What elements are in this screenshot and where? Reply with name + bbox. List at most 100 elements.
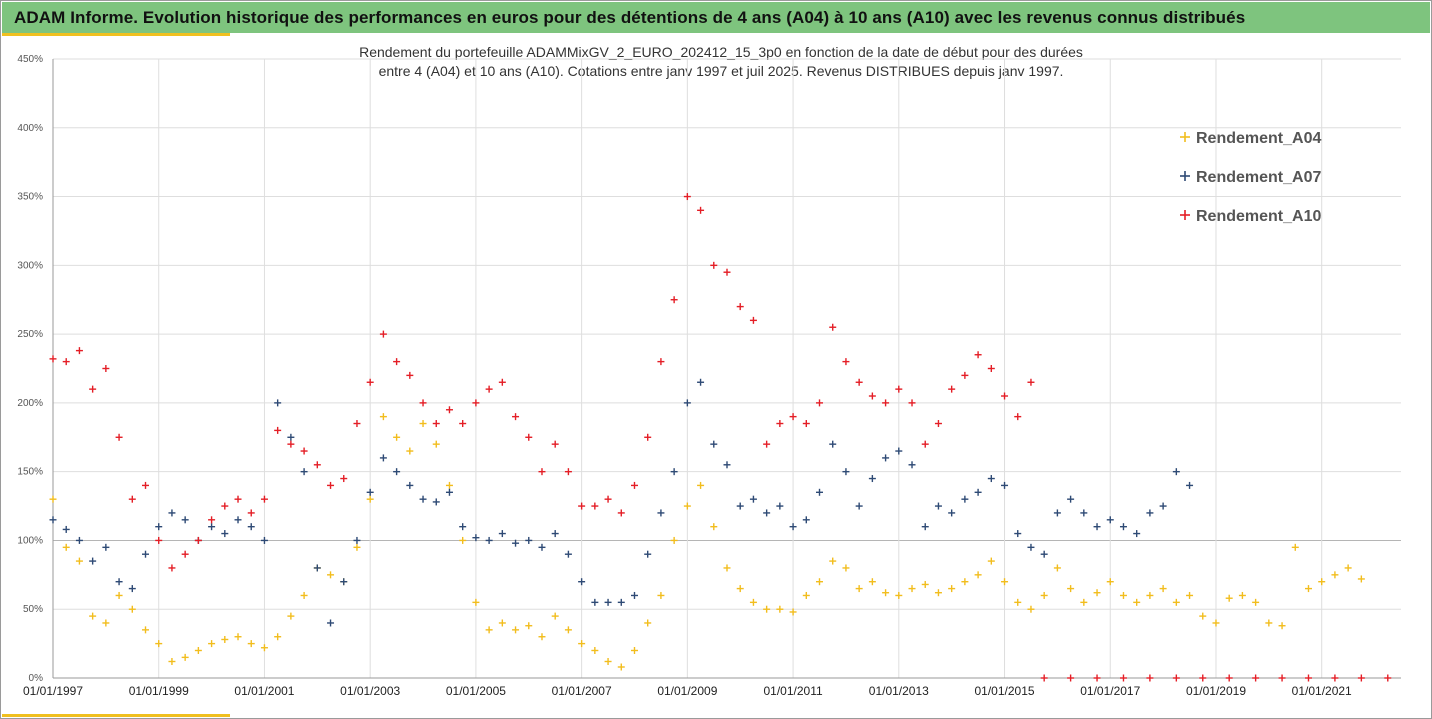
- data-point: [921, 580, 929, 588]
- data-point: [260, 495, 268, 503]
- data-point: [644, 433, 652, 441]
- x-tick-label: 01/01/2019: [1186, 684, 1246, 698]
- data-point: [142, 550, 150, 558]
- data-point: [1014, 530, 1022, 538]
- data-point: [247, 523, 255, 531]
- data-point: [842, 358, 850, 366]
- data-point: [1119, 674, 1127, 682]
- data-point: [379, 413, 387, 421]
- data-point: [353, 420, 361, 428]
- data-point: [802, 591, 810, 599]
- data-point: [842, 468, 850, 476]
- accent-bar-bottom: [2, 714, 230, 717]
- data-point: [406, 447, 414, 455]
- data-point: [287, 612, 295, 620]
- data-point: [1291, 543, 1299, 551]
- data-point: [181, 653, 189, 661]
- data-point: [498, 619, 506, 627]
- data-point: [564, 626, 572, 634]
- data-point: [882, 454, 890, 462]
- data-point: [340, 578, 348, 586]
- data-point: [736, 585, 744, 593]
- axis-layer: 0% 50% 100% 150% 200% 250% 300% 350% 400% 450% 01/…: [17, 54, 1401, 698]
- data-point: [1001, 392, 1009, 400]
- data-point: [749, 495, 757, 503]
- data-point: [723, 564, 731, 572]
- data-point: [128, 585, 136, 593]
- data-point: [908, 461, 916, 469]
- data-point: [1080, 598, 1088, 606]
- data-point: [313, 564, 321, 572]
- data-point: [128, 605, 136, 613]
- data-point: [485, 385, 493, 393]
- data-point: [1053, 564, 1061, 572]
- data-point: [512, 539, 520, 547]
- data-point: [868, 578, 876, 586]
- data-point: [1199, 612, 1207, 620]
- data-point: [776, 605, 784, 613]
- data-point: [948, 385, 956, 393]
- data-point: [564, 468, 572, 476]
- data-point: [1278, 674, 1286, 682]
- data-point: [49, 495, 57, 503]
- data-point: [697, 206, 705, 214]
- data-point: [829, 440, 837, 448]
- data-point: [697, 481, 705, 489]
- data-point: [1001, 578, 1009, 586]
- data-point: [1119, 591, 1127, 599]
- data-point: [419, 420, 427, 428]
- data-point: [948, 585, 956, 593]
- title-banner: ADAM Informe. Evolution historique des p…: [2, 2, 1430, 33]
- data-point: [300, 591, 308, 599]
- data-point: [961, 495, 969, 503]
- data-point: [1093, 674, 1101, 682]
- points-layer: [49, 193, 1392, 682]
- data-point: [1080, 509, 1088, 517]
- data-point: [300, 468, 308, 476]
- data-point: [340, 475, 348, 483]
- grid-layer: [52, 58, 1401, 679]
- data-point: [1304, 585, 1312, 593]
- data-point: [961, 578, 969, 586]
- data-point: [89, 612, 97, 620]
- data-point: [974, 488, 982, 496]
- data-point: [445, 488, 453, 496]
- data-point: [710, 261, 718, 269]
- data-point: [749, 316, 757, 324]
- data-point: [630, 646, 638, 654]
- data-point: [630, 481, 638, 489]
- y-tick-label: 450%: [17, 54, 43, 65]
- data-point: [987, 475, 995, 483]
- data-point: [855, 502, 863, 510]
- data-point: [459, 523, 467, 531]
- data-point: [432, 420, 440, 428]
- x-tick-label: 01/01/2013: [869, 684, 929, 698]
- data-point: [327, 571, 335, 579]
- data-point: [763, 509, 771, 517]
- data-point: [736, 303, 744, 311]
- x-tick-label: 01/01/2011: [763, 684, 822, 698]
- data-point: [1093, 589, 1101, 597]
- data-point: [393, 468, 401, 476]
- data-point: [1318, 578, 1326, 586]
- data-point: [181, 550, 189, 558]
- legend-item: Rendement_A10: [1180, 208, 1321, 225]
- data-point: [89, 557, 97, 565]
- data-point: [115, 591, 123, 599]
- data-point: [802, 420, 810, 428]
- legend-marker: [1180, 171, 1190, 181]
- data-point: [670, 536, 678, 544]
- data-point: [578, 578, 586, 586]
- data-point: [776, 502, 784, 510]
- series-Rendement_A04: [49, 413, 1365, 671]
- y-tick-label: 50%: [23, 604, 43, 615]
- data-point: [789, 523, 797, 531]
- data-point: [578, 640, 586, 648]
- chart-title: Rendement du portefeuille ADAMMixGV_2_EU…: [359, 44, 1083, 60]
- data-point: [472, 534, 480, 542]
- data-point: [961, 371, 969, 379]
- data-point: [1040, 591, 1048, 599]
- data-point: [1225, 594, 1233, 602]
- data-point: [538, 543, 546, 551]
- y-tick-label: 400%: [17, 123, 43, 134]
